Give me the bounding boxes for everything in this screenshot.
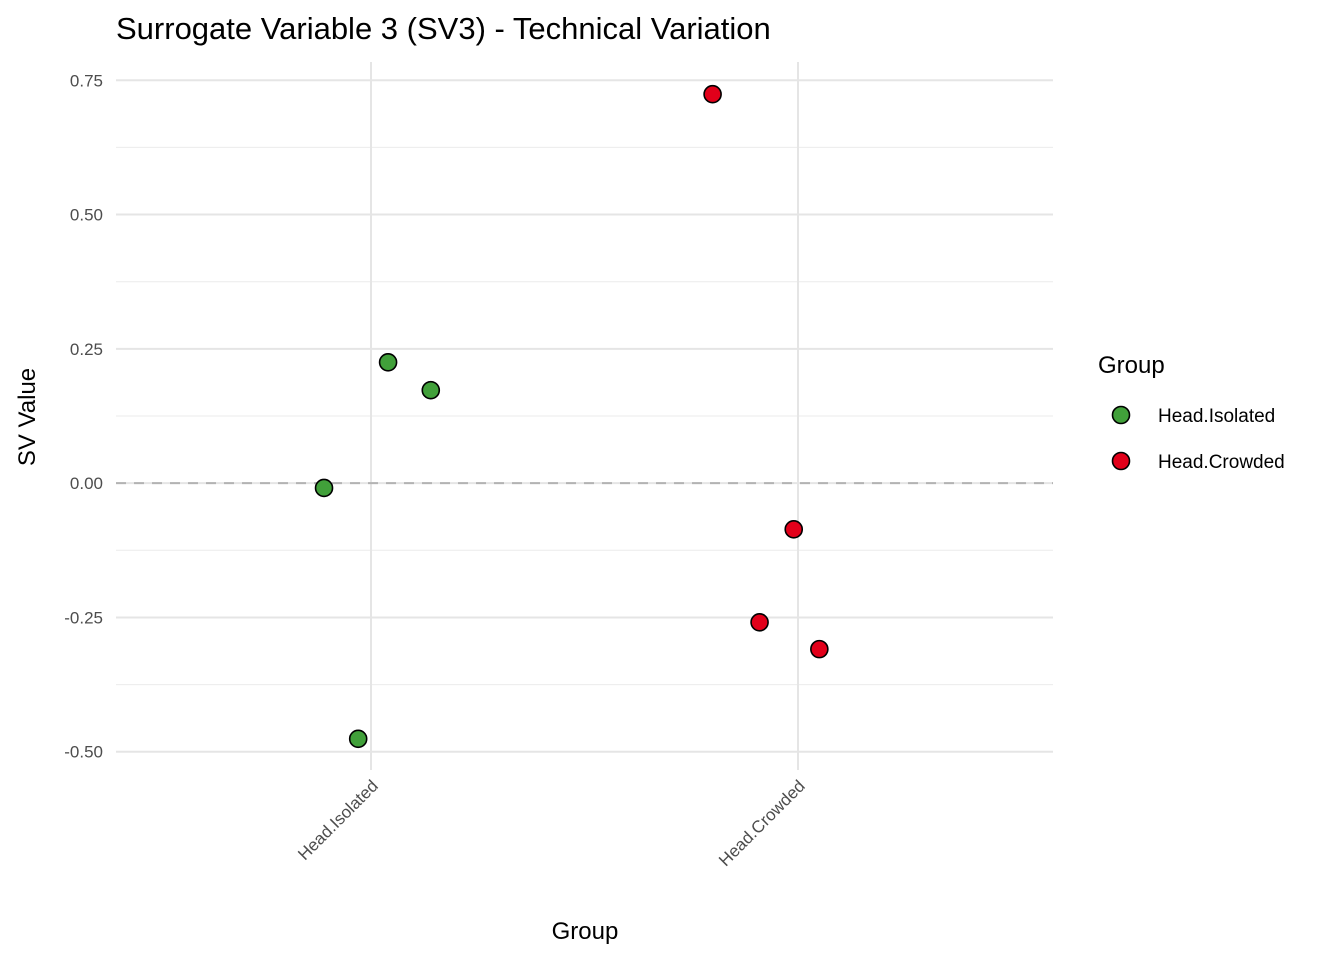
legend-label: Head.Isolated: [1158, 406, 1275, 427]
y-tick-label: -0.50: [64, 743, 103, 762]
data-point: [378, 352, 398, 372]
data-point: [784, 520, 804, 539]
y-axis-label: SV Value: [14, 368, 41, 466]
y-tick-label: -0.25: [64, 608, 103, 627]
grid: [116, 62, 1053, 770]
data-point: [750, 612, 769, 632]
y-tick-label: 0.75: [70, 71, 103, 90]
legend-title: Group: [1098, 352, 1165, 379]
legend: Group Head.Isolated Head.Crowded: [1098, 352, 1285, 473]
data-point: [703, 84, 722, 104]
data-point: [348, 729, 368, 749]
y-tick-label: 0.50: [70, 206, 103, 225]
y-axis-ticks: 0.75 0.50 0.25 0.00 -0.25 -0.50: [64, 71, 103, 761]
y-tick-label: 0.25: [70, 340, 103, 359]
y-tick-label: 0.00: [70, 474, 103, 493]
legend-key: [1111, 451, 1131, 471]
chart-title: Surrogate Variable 3 (SV3) - Technical V…: [116, 11, 771, 46]
x-tick-label: Head.Crowded: [715, 776, 809, 870]
legend-key: [1111, 405, 1131, 425]
data-point: [314, 478, 334, 498]
points: [314, 84, 829, 749]
data-point: [810, 639, 829, 659]
x-tick-label: Head.Isolated: [294, 776, 382, 864]
data-point: [421, 380, 441, 400]
x-axis-ticks: Head.Isolated Head.Crowded: [294, 776, 809, 870]
x-axis-label: Group: [552, 918, 619, 945]
legend-label: Head.Crowded: [1158, 452, 1285, 473]
